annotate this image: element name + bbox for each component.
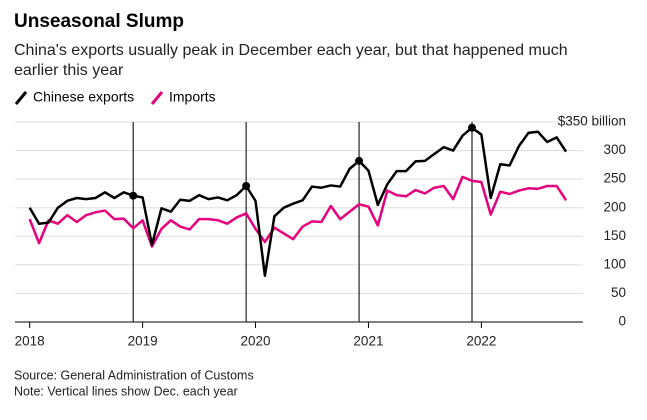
x-tick-label: 2022 <box>466 334 496 349</box>
subtitle: China's exports usually peak in December… <box>14 42 568 59</box>
x-tick-label: 2018 <box>15 334 45 349</box>
legend-label: Chinese exports <box>33 89 134 105</box>
y-tick-label: 50 <box>611 285 626 300</box>
x-tick-label: 2021 <box>353 334 383 349</box>
peak-dot <box>129 191 138 200</box>
y-tick-label: 250 <box>603 171 626 186</box>
source: Source: General Administration of Custom… <box>14 368 254 382</box>
legend-swatch <box>14 91 28 105</box>
peak-dot <box>242 182 251 190</box>
y-tick-label: $350 billion <box>558 114 626 129</box>
series-line <box>28 175 568 248</box>
y-tick-label: 100 <box>603 256 626 271</box>
peak-dot <box>355 156 364 165</box>
x-tick-label: 2020 <box>241 334 271 349</box>
x-tick-label: 2019 <box>128 334 158 349</box>
y-tick-label: 200 <box>603 199 626 214</box>
y-tick-label: 150 <box>603 228 626 243</box>
y-tick-label: 0 <box>618 314 626 329</box>
chart-title: Unseasonal Slump <box>14 11 184 32</box>
y-tick-label: 300 <box>603 142 626 157</box>
subtitle: earlier this year <box>14 62 124 79</box>
legend-swatch <box>150 91 164 105</box>
note: Note: Vertical lines show Dec. each year <box>14 384 238 398</box>
legend-label: Imports <box>169 89 216 105</box>
series-line <box>28 126 568 277</box>
peak-dot <box>467 123 476 132</box>
